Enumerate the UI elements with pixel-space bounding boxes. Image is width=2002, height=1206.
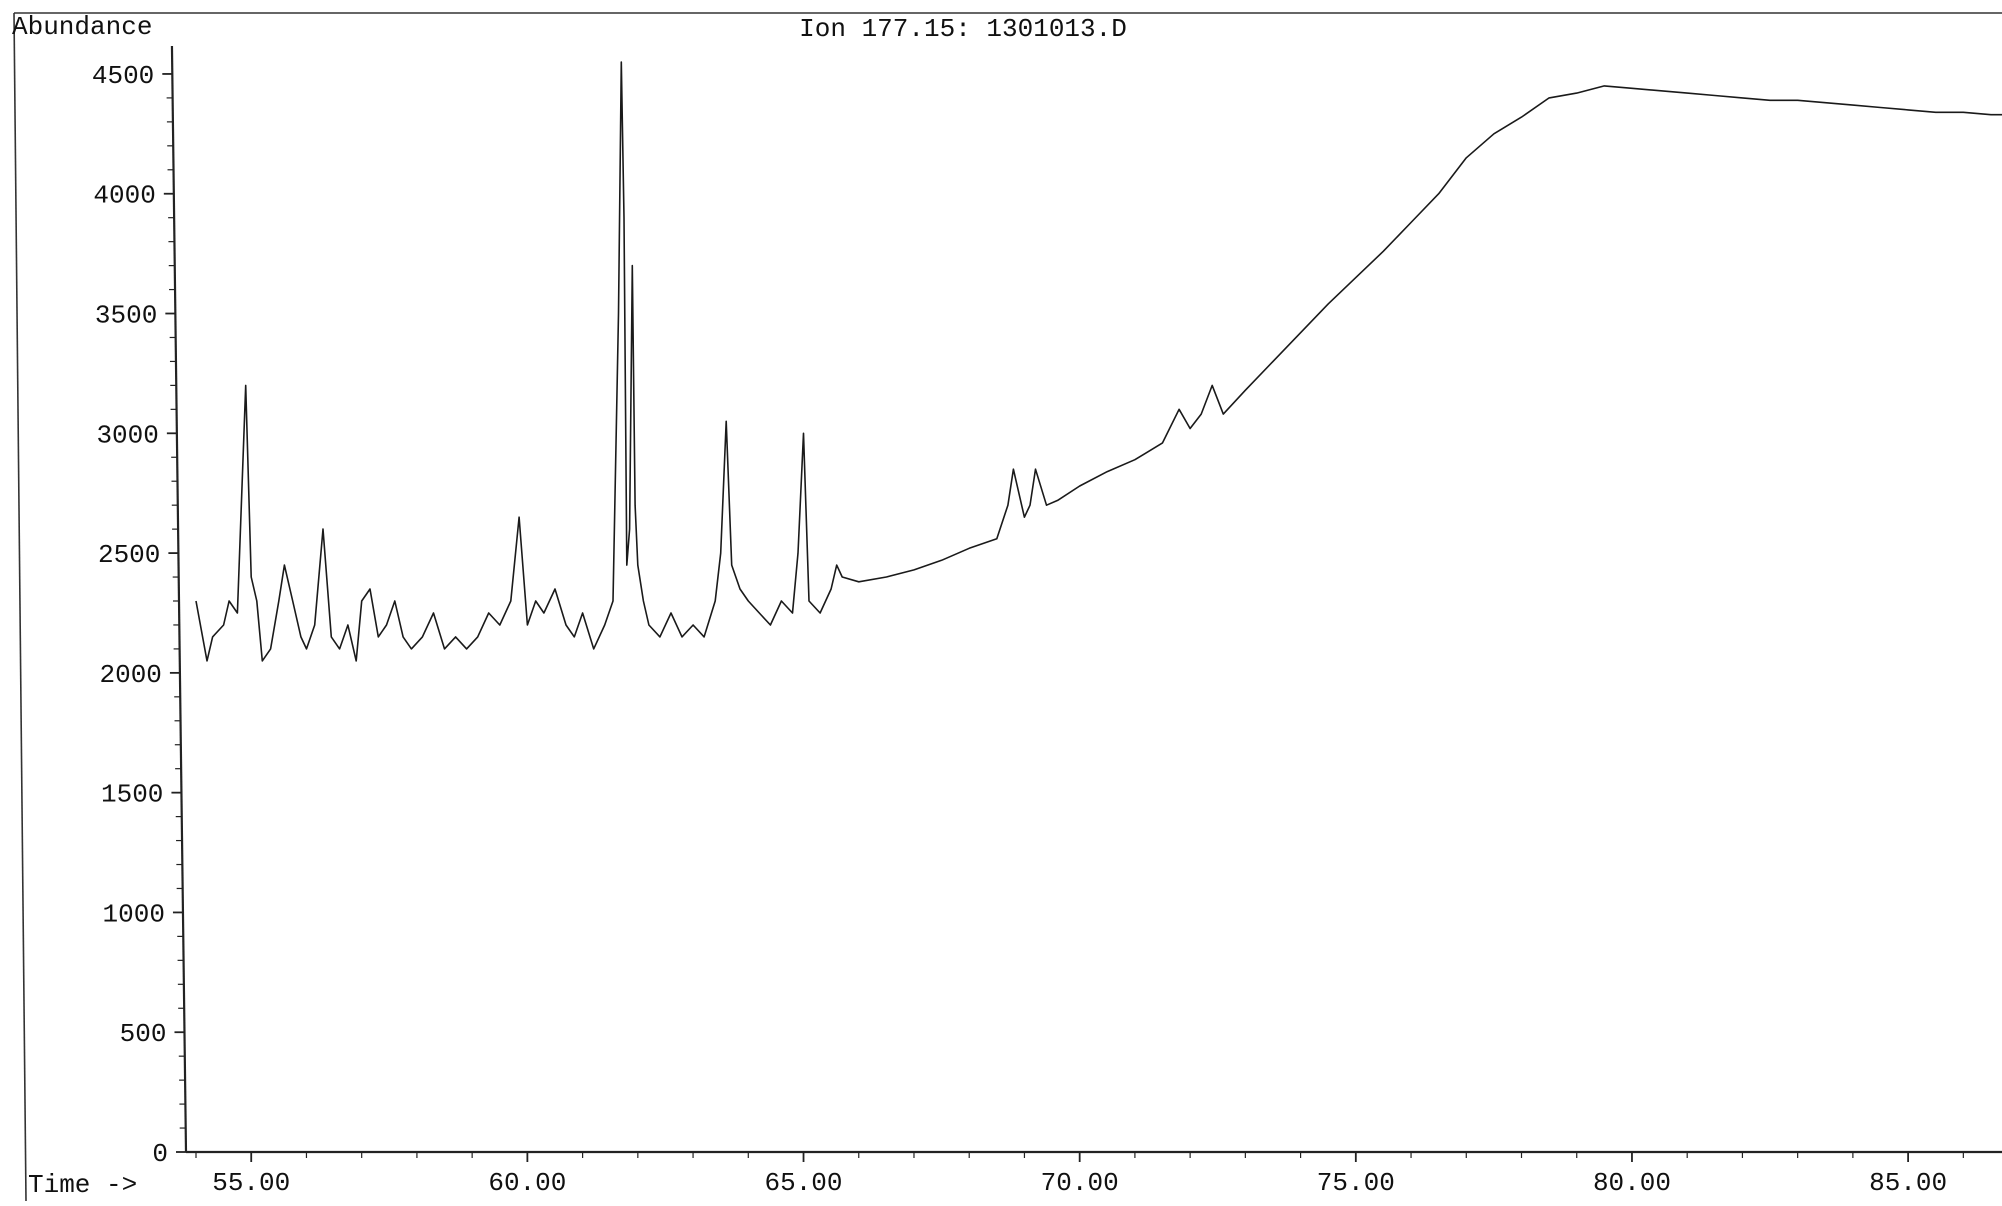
plot-area: [195, 61, 2002, 662]
y-tick-label: 2000: [99, 660, 161, 690]
y-axis-line: [170, 45, 188, 1153]
chart-title: Ion 177.15: 1301013.D: [799, 14, 1127, 44]
x-axis-ticks: 55.00 60.00 65.00 70.00 75.00 80.00 85.00: [195, 1152, 1964, 1198]
x-tick-label: 80.00: [1593, 1168, 1671, 1198]
x-tick-label: 85.00: [1869, 1168, 1947, 1198]
x-tick-label: 65.00: [765, 1168, 843, 1198]
y-axis-ticks: 0 500 1000 1500 2000 2500 3000 3500 4000 4500: [92, 61, 186, 1169]
axes: [170, 45, 2002, 1154]
y-tick-label: 1000: [103, 899, 165, 929]
y-tick-label: 4500: [92, 61, 154, 91]
x-tick-label: 70.00: [1041, 1168, 1119, 1198]
x-tick-label: 60.00: [488, 1168, 566, 1198]
y-tick-label: 3500: [95, 301, 157, 331]
y-axis-label: Abundance: [12, 12, 152, 42]
y-tick-label: 1500: [101, 780, 163, 810]
y-tick-label: 2500: [98, 540, 160, 570]
series-line: [195, 61, 2002, 662]
left-border: [13, 12, 27, 1202]
x-tick-label: 55.00: [212, 1168, 290, 1198]
y-tick-label: 0: [152, 1139, 168, 1169]
y-tick-label: 4000: [93, 181, 155, 211]
y-tick-label: 500: [120, 1019, 167, 1049]
y-tick-label: 3000: [96, 420, 158, 450]
x-axis-label: Time ->: [28, 1170, 137, 1200]
x-tick-label: 75.00: [1317, 1168, 1395, 1198]
